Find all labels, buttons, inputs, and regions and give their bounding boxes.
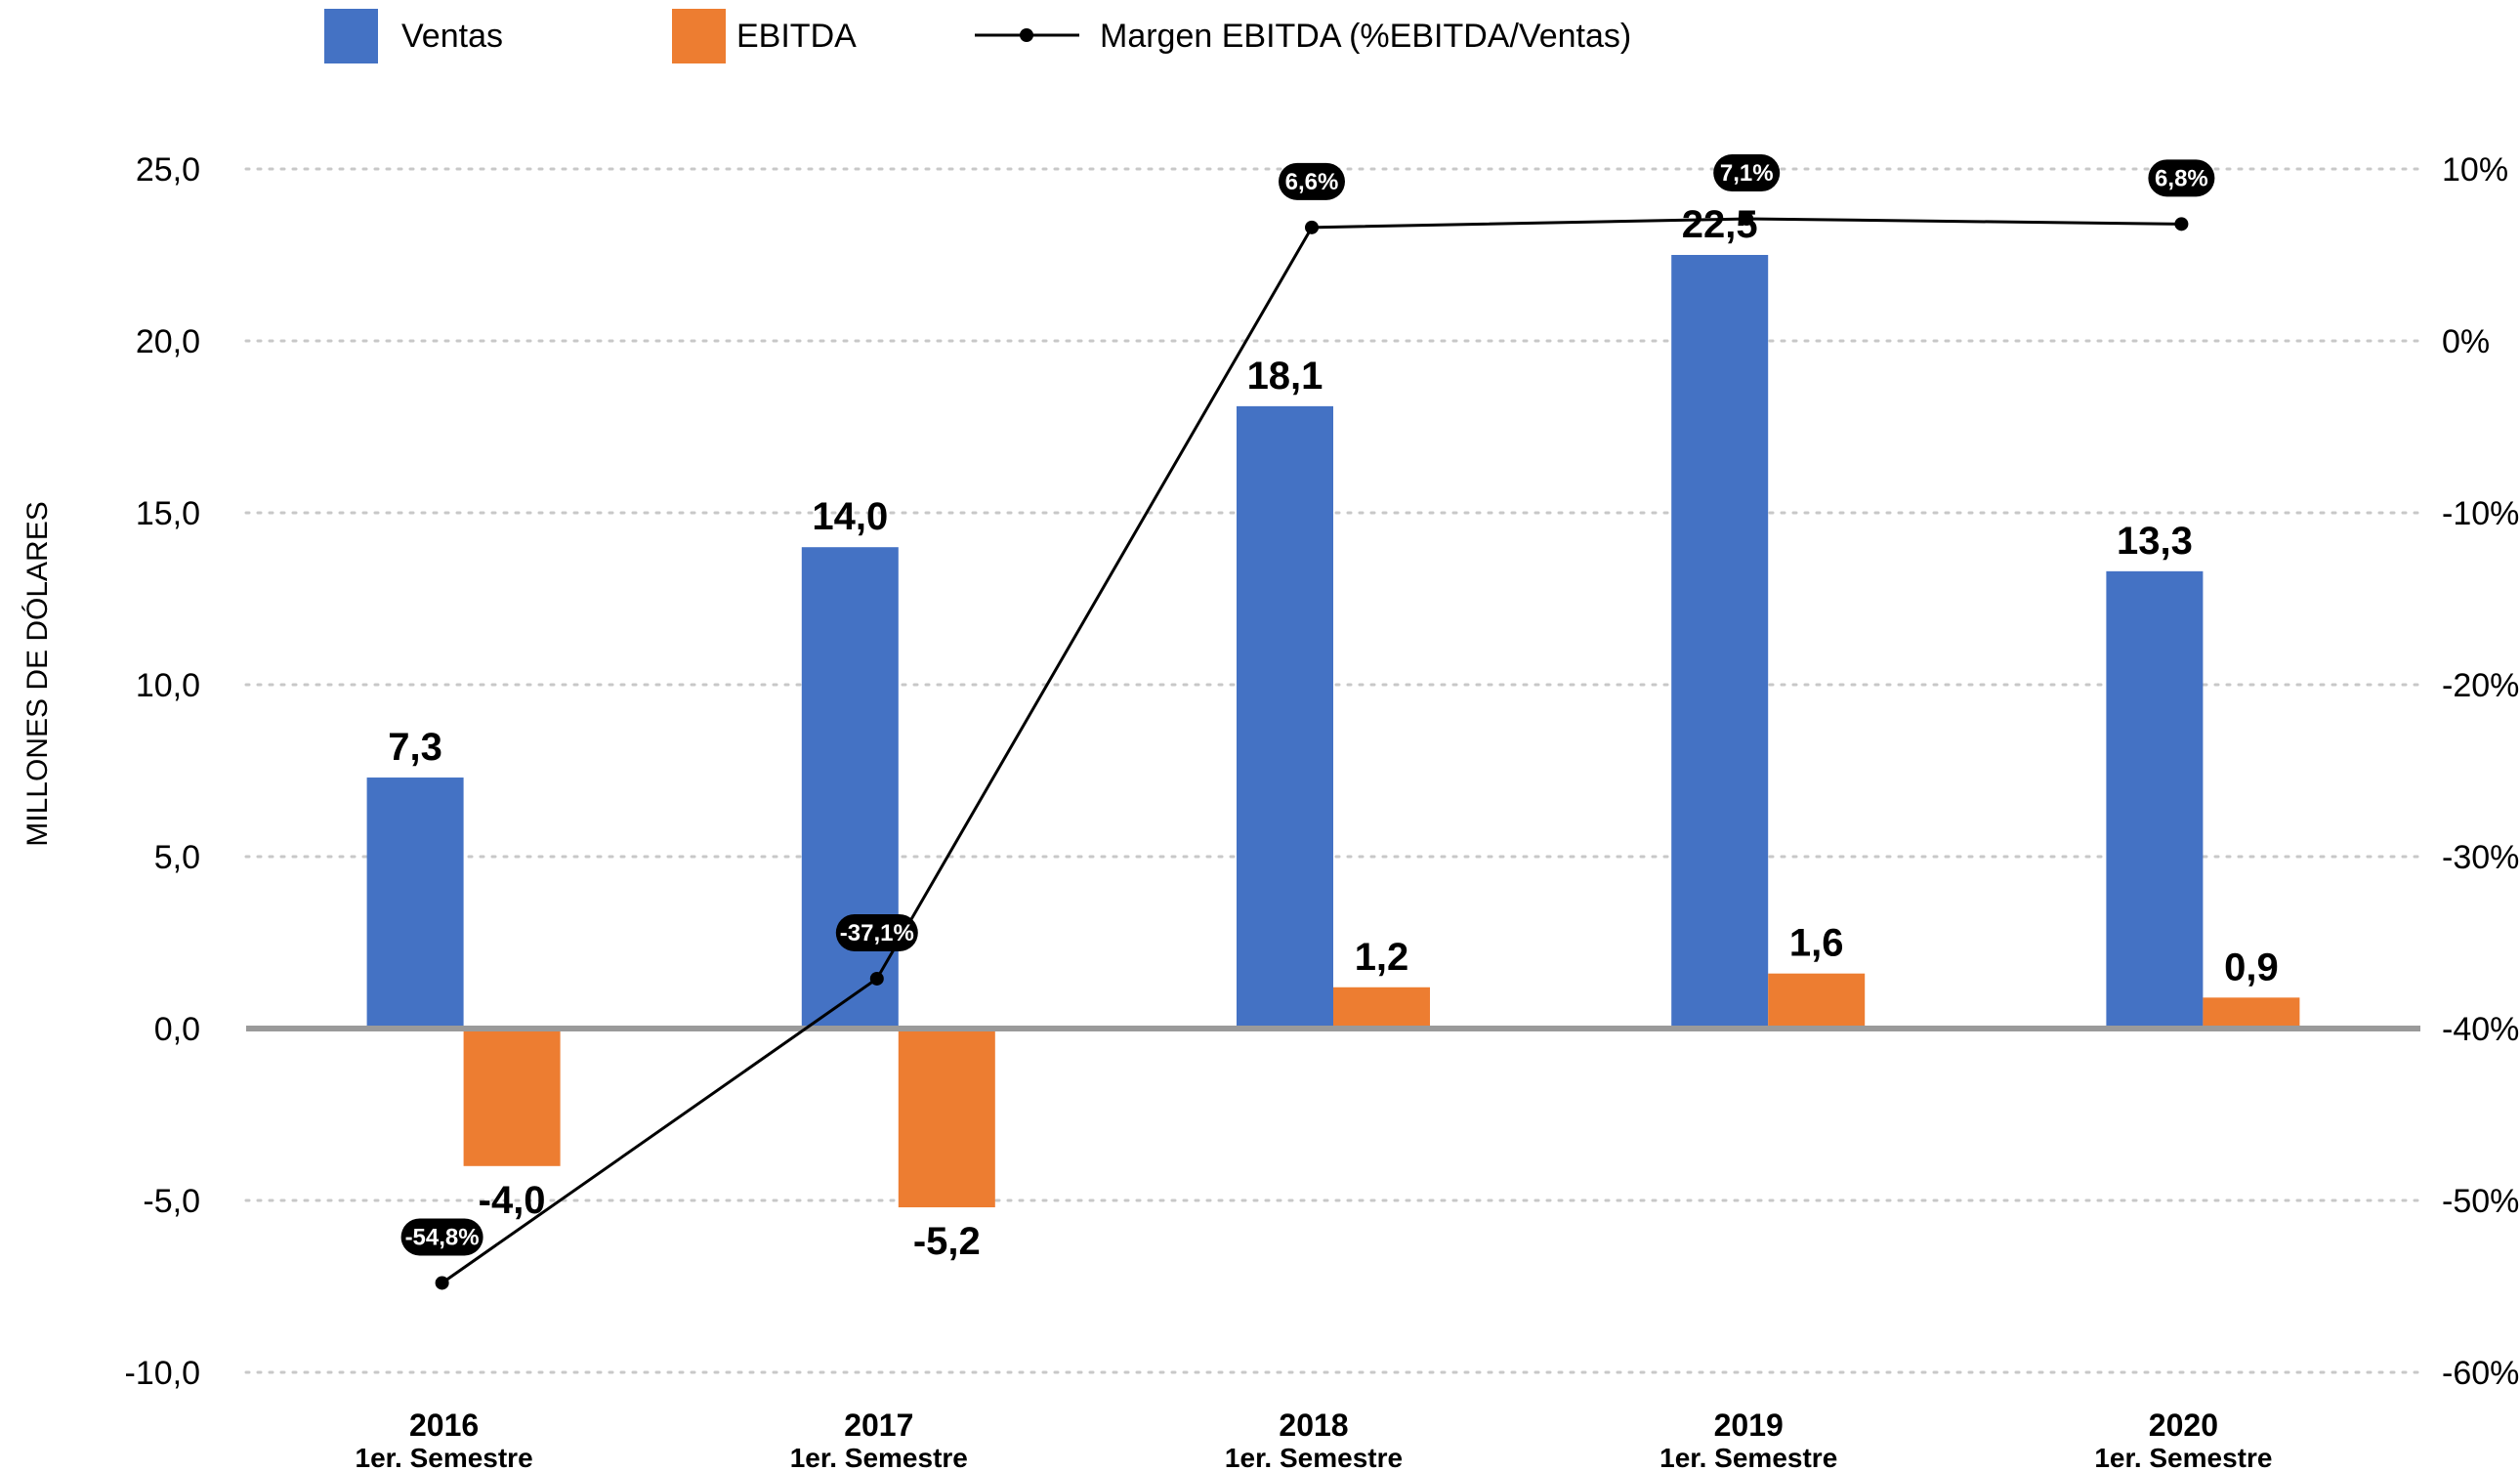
y-axis-title: MILLONES DE DÓLARES	[21, 501, 54, 846]
margin-point	[869, 971, 884, 986]
y-tick-label: 5,0	[154, 839, 200, 876]
margin-label-badge	[400, 1218, 483, 1256]
y2-tick-label: -60%	[2442, 1355, 2519, 1392]
margin-label: -37,1%	[840, 920, 914, 946]
bar-ventas	[801, 547, 899, 1029]
legend-label-ebitda: EBITDA	[736, 18, 857, 55]
y-tick-label: 10,0	[136, 667, 200, 704]
y2-tick-label: -10%	[2442, 495, 2519, 532]
data-label-ventas: 18,1	[1247, 355, 1323, 398]
margin-point	[2174, 217, 2189, 231]
legend-label-margen: Margen EBITDA (%EBITDA/Ventas)	[1100, 18, 1631, 55]
x-tick-sublabel: 1er. Semestre	[1659, 1443, 1837, 1471]
margin-label: 7,1%	[1720, 160, 1774, 187]
y2-tick-label: 0%	[2442, 323, 2490, 360]
y2-tick-label: 10%	[2442, 151, 2508, 189]
data-label-ventas: 14,0	[812, 495, 888, 538]
bar-ebitda	[2203, 997, 2300, 1029]
bars	[366, 255, 2300, 1208]
margin-label: 6,8%	[2155, 165, 2208, 191]
x-tick-sublabel: 1er. Semestre	[2094, 1443, 2272, 1471]
x-tick-label: 2018	[1279, 1408, 1348, 1443]
axes: -10,0 -5,0 0,0 5,0 10,0 15,0 20,0 25,0 -60% -50% -…	[125, 151, 2520, 1471]
data-label-ebitda: -4,0	[479, 1179, 546, 1222]
x-tick-sublabel: 1er. Semestre	[790, 1443, 968, 1471]
x-tick-label: 2017	[844, 1408, 913, 1443]
x-tick-label: 2016	[409, 1408, 479, 1443]
legend: Ventas EBITDA Margen EBITDA (%EBITDA/Venta…	[324, 9, 1631, 63]
margin-label: -54,8%	[405, 1224, 480, 1250]
y-tick-label: 0,0	[154, 1011, 200, 1048]
data-label-ventas: 22,5	[1682, 203, 1758, 246]
data-label-ebitda: 0,9	[2224, 946, 2279, 988]
y-tick-label: -10,0	[125, 1355, 201, 1392]
bar-ebitda	[1768, 973, 1866, 1029]
data-label-ebitda: -5,2	[913, 1220, 981, 1263]
legend-label-ventas: Ventas	[401, 18, 503, 55]
margin-label: 6,6%	[1285, 169, 1339, 195]
legend-swatch-ventas	[324, 9, 378, 63]
margin-label-badge	[1713, 154, 1781, 192]
bar-ventas	[1237, 405, 1333, 1029]
y2-tick-label: -40%	[2442, 1011, 2519, 1048]
legend-marker-margen	[1020, 28, 1033, 42]
bar-ventas	[366, 778, 464, 1029]
data-labels: 7,3 -4,0 14,0 -5,2 18,1 1,2 22,5 1,6 13,3 0,9 -54,…	[388, 154, 2279, 1263]
y-tick-label: 20,0	[136, 323, 200, 360]
margin-label-badge	[2148, 159, 2215, 197]
y2-tick-label: -30%	[2442, 839, 2519, 876]
margin-point	[435, 1276, 449, 1290]
data-label-ventas: 7,3	[388, 726, 442, 769]
bar-ebitda	[463, 1029, 561, 1166]
y2-tick-label: -50%	[2442, 1183, 2519, 1220]
bar-ventas	[1671, 255, 1769, 1029]
y-tick-label: 15,0	[136, 495, 200, 532]
margin-label-badge	[835, 913, 918, 951]
x-tick-sublabel: 1er. Semestre	[1225, 1443, 1403, 1471]
x-tick-sublabel: 1er. Semestre	[356, 1443, 533, 1471]
legend-swatch-ebitda	[672, 9, 726, 63]
data-label-ebitda: 1,2	[1355, 936, 1409, 979]
grid	[244, 167, 2422, 1374]
margin-point	[1740, 212, 1754, 227]
margin-point	[1305, 220, 1319, 234]
margin-line	[435, 212, 2189, 1290]
data-label-ebitda: 1,6	[1789, 922, 1844, 965]
x-tick-label: 2019	[1714, 1408, 1784, 1443]
x-tick-label: 2020	[2149, 1408, 2218, 1443]
margin-label-badge	[1279, 162, 1345, 200]
data-label-ventas: 13,3	[2117, 520, 2193, 563]
y2-tick-label: -20%	[2442, 667, 2519, 704]
bar-ventas	[2106, 570, 2204, 1029]
bar-ebitda	[898, 1029, 995, 1208]
bar-ebitda	[1333, 987, 1430, 1029]
y-tick-label: -5,0	[143, 1183, 200, 1220]
y-tick-label: 25,0	[136, 151, 200, 189]
